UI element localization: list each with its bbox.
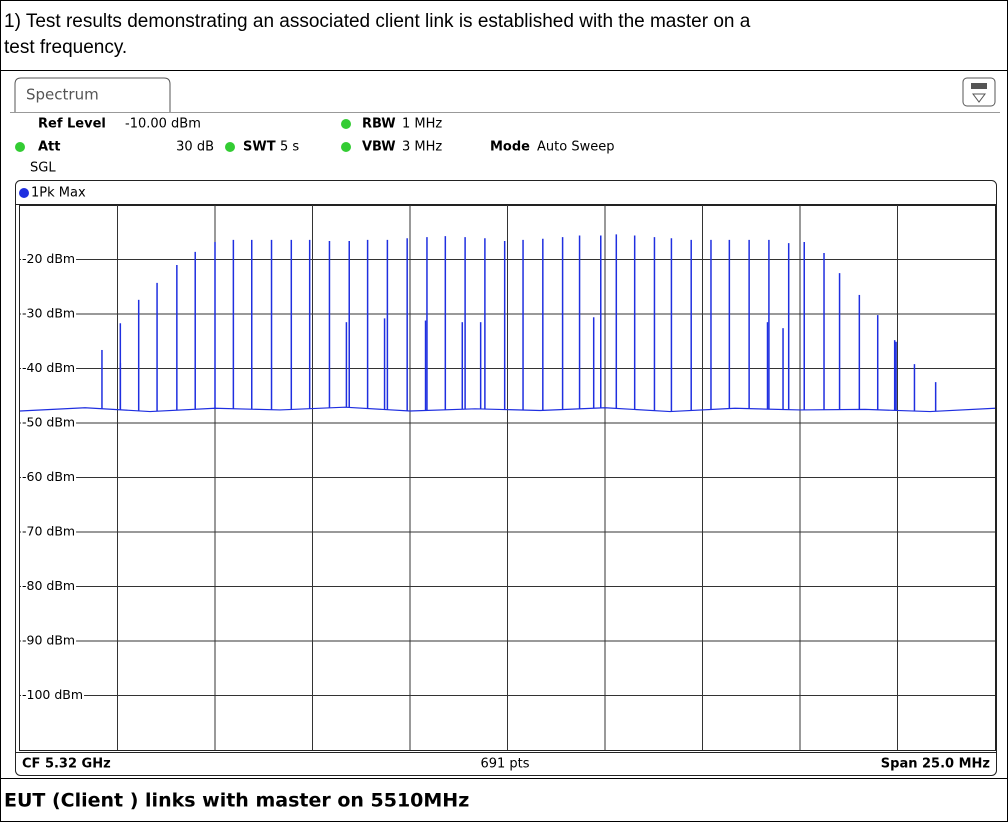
tick-label-bg <box>21 469 77 486</box>
icon-part <box>972 93 986 103</box>
setting-value: 1 MHz <box>402 117 442 132</box>
y-tick-label: -50 dBm <box>22 415 75 430</box>
tick-label-bg <box>21 578 77 595</box>
setting-label: Mode <box>490 140 530 155</box>
caption-line: test frequency. <box>4 37 127 58</box>
tab[interactable] <box>14 77 171 112</box>
tick-label-bg <box>21 687 85 704</box>
status-dot <box>341 142 351 152</box>
tick-label-bg <box>21 633 77 649</box>
icon-part <box>971 83 987 89</box>
center-frequency: CF 5.32 GHz <box>22 757 111 772</box>
legend-entry: 1Pk Max <box>31 186 86 201</box>
noise-floor <box>19 406 996 413</box>
span: Span 25.0 MHz <box>881 757 990 772</box>
y-tick-label: -60 dBm <box>22 469 75 484</box>
y-tick-label: -100 dBm <box>22 687 83 702</box>
caption-line: 1) Test results demonstrating an associa… <box>4 11 751 32</box>
setting-label: SWT <box>243 140 276 155</box>
setting-value: 3 MHz <box>402 140 442 155</box>
tick-label-bg <box>21 251 77 268</box>
y-tick-label: -30 dBm <box>22 306 75 321</box>
setting-value: Auto Sweep <box>537 140 614 155</box>
sweep-mode: SGL <box>30 161 56 176</box>
tick-label-bg <box>21 306 77 322</box>
setting-label: RBW <box>362 117 396 132</box>
y-tick-label: -80 dBm <box>22 578 75 593</box>
tick-label-bg <box>21 360 77 377</box>
y-tick-label: -40 dBm <box>22 360 75 375</box>
trace-dot <box>19 188 29 198</box>
footer-caption: EUT (Client ) links with master on 5510M… <box>4 790 469 812</box>
setting-value: -10.00 dBm <box>125 117 201 132</box>
setting-label: Ref Level <box>38 117 106 132</box>
status-dot <box>341 119 351 129</box>
status-dot <box>225 142 235 152</box>
tab-label[interactable]: Spectrum <box>26 86 99 104</box>
y-tick-label: -20 dBm <box>22 251 75 266</box>
setting-value: 5 s <box>280 140 299 155</box>
status-dot <box>15 142 25 152</box>
y-tick-label: -70 dBm <box>22 524 75 539</box>
setting-label: Att <box>38 140 61 155</box>
y-tick-label: -90 dBm <box>22 633 75 648</box>
points: 691 pts <box>480 757 529 772</box>
setting-value: 30 dB <box>176 140 214 155</box>
setting-label: VBW <box>362 140 396 155</box>
tick-label-bg <box>21 415 77 431</box>
tick-label-bg <box>21 524 77 540</box>
